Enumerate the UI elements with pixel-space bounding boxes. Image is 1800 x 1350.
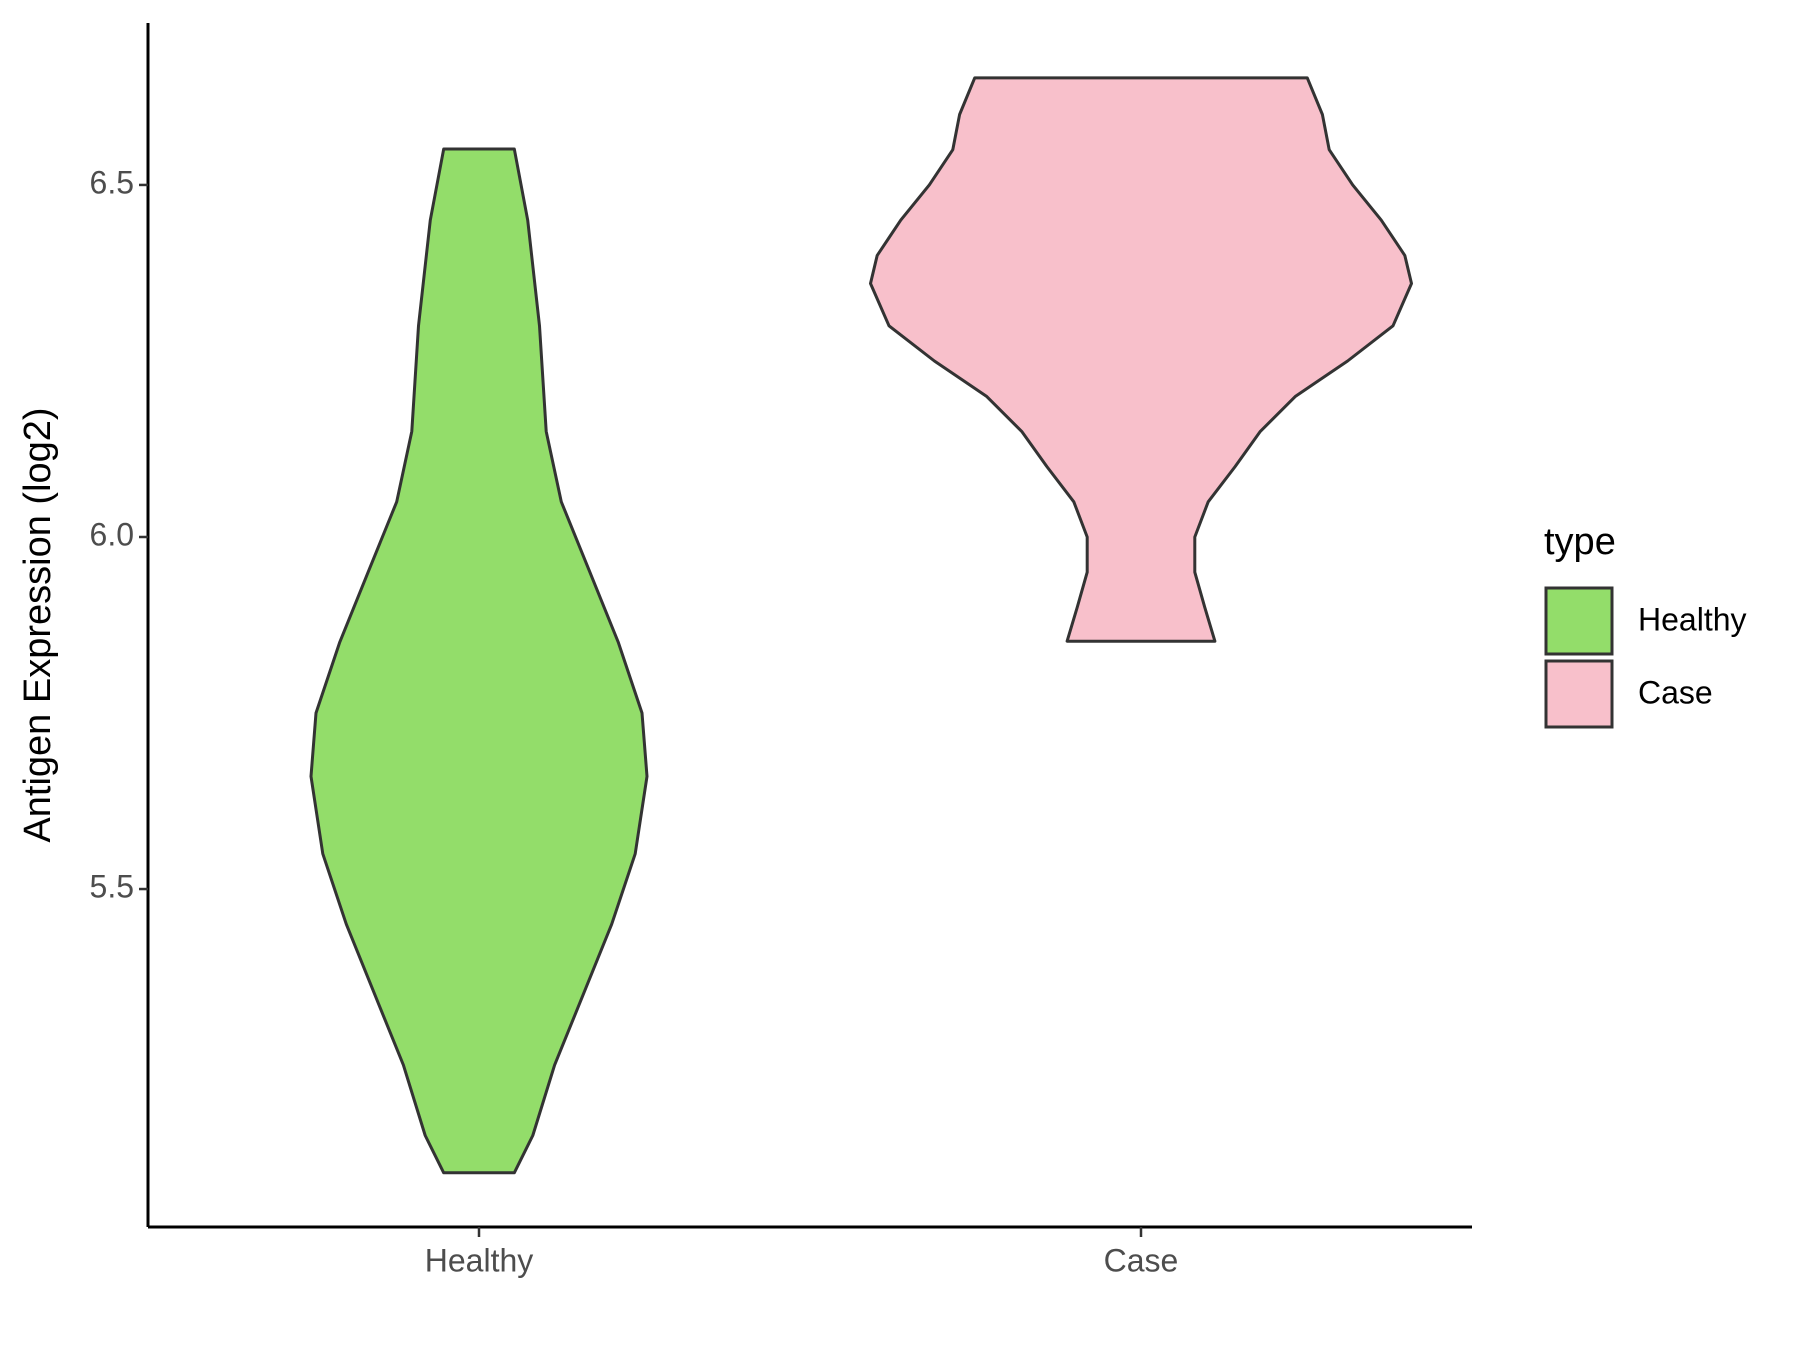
y-tick-label: 6.0 xyxy=(90,516,134,552)
legend-key xyxy=(1544,659,1614,729)
legend-title: type xyxy=(1544,521,1616,563)
legend-label: Case xyxy=(1638,674,1713,710)
y-tick-label: 6.5 xyxy=(90,164,134,200)
y-axis-title: Antigen Expression (log2) xyxy=(17,407,59,842)
legend-key xyxy=(1544,586,1614,656)
violin xyxy=(869,76,1413,643)
violin xyxy=(309,147,649,1175)
x-tick-label: Healthy xyxy=(425,1242,534,1278)
y-tick-label: 5.5 xyxy=(90,868,134,904)
x-tick-label: Case xyxy=(1104,1242,1179,1278)
legend-label: Healthy xyxy=(1638,601,1747,637)
